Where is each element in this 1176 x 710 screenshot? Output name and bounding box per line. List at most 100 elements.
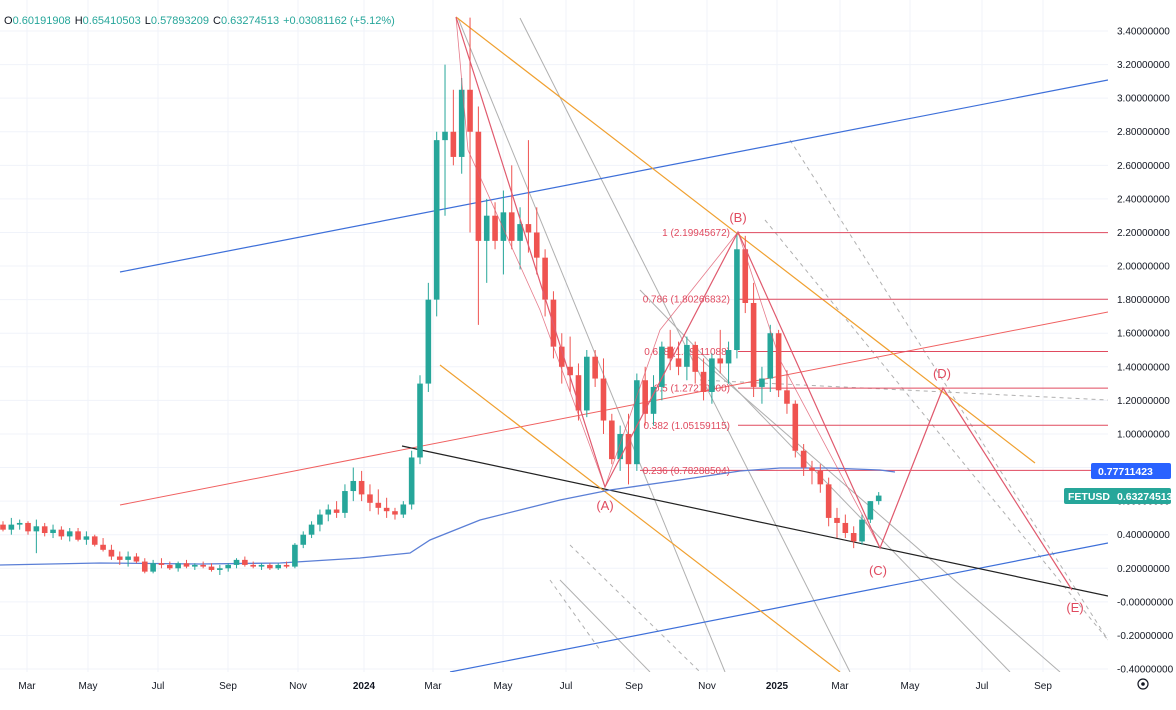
candle-body — [600, 378, 607, 421]
candle-body — [750, 302, 757, 387]
x-tick-label: Mar — [424, 681, 442, 692]
candle — [300, 531, 307, 549]
candle-body — [792, 403, 799, 451]
candle — [192, 563, 198, 570]
candle — [33, 519, 40, 554]
gear-icon-center — [1141, 682, 1145, 686]
candle — [875, 492, 882, 505]
time-axis-bg — [0, 672, 1176, 705]
candle — [225, 563, 231, 572]
candle — [333, 501, 340, 518]
gray-trend-line — [559, 579, 651, 672]
candle-body — [58, 529, 65, 537]
candle-body — [283, 564, 290, 567]
candle-body — [617, 433, 623, 460]
time-axis[interactable]: Mar May Jul Sep Nov 2024 Mar May Jul Sep Nov 2025 Ma… — [18, 681, 1052, 692]
candle-body — [558, 346, 565, 367]
candle-body — [342, 491, 348, 513]
candle — [667, 329, 673, 371]
candle — [108, 544, 115, 560]
wave-label: (D) — [933, 366, 951, 381]
wave-sub-line — [455, 16, 944, 549]
x-tick-label: May — [79, 681, 98, 692]
candle-body — [650, 386, 657, 414]
candle — [258, 563, 265, 570]
candle-body — [83, 536, 90, 540]
candle — [558, 333, 565, 384]
candle — [842, 514, 849, 539]
y-tick-label: 0.40000000 — [1117, 530, 1170, 541]
wave-label: (A) — [596, 498, 613, 513]
wave-label: (C) — [869, 563, 887, 578]
candle-body — [41, 526, 48, 534]
candle — [475, 106, 482, 325]
settings-button[interactable] — [1137, 678, 1149, 690]
candle-body — [200, 564, 206, 567]
y-tick-label: 0.20000000 — [1117, 564, 1170, 575]
fib-level-label: 0.786 (1.80266832) — [643, 295, 730, 306]
x-tick-label: Jul — [560, 681, 573, 692]
candle — [158, 558, 165, 569]
x-tick-label: Mar — [18, 681, 36, 692]
candle — [692, 341, 699, 384]
candle-body — [725, 350, 732, 364]
y-tick-label: -0.00000000 — [1117, 597, 1174, 608]
close-label: C — [213, 15, 221, 27]
candle — [375, 489, 382, 515]
candle-body — [25, 522, 31, 532]
candle-body — [108, 549, 115, 557]
x-tick-label: 2024 — [353, 681, 376, 692]
candle — [308, 521, 315, 539]
candle-body — [475, 131, 482, 241]
ohlc-line: O0.60191908 H0.65410503 L0.57893209 C0.6327… — [4, 15, 395, 27]
candle-body — [375, 502, 382, 508]
candle — [41, 522, 48, 537]
ma-badge-bg — [1091, 463, 1171, 479]
candle-body — [91, 536, 98, 545]
candle — [542, 249, 548, 317]
gray-trend-line — [457, 17, 726, 672]
candle-body — [408, 457, 415, 505]
candle — [717, 329, 724, 374]
candle-body — [16, 522, 23, 525]
candle-body — [575, 375, 582, 411]
candle — [792, 400, 799, 458]
candle-body — [225, 564, 231, 569]
candle — [809, 460, 815, 485]
candle-body — [734, 249, 740, 351]
fib-retracement[interactable]: 1 (2.19945672)0.786 (1.80266832)0.618 (1… — [640, 228, 1108, 477]
candle-body — [508, 212, 515, 241]
y-tick-label: 2.20000000 — [1117, 228, 1170, 239]
candle — [784, 370, 790, 414]
candle-body — [775, 333, 782, 391]
candle — [642, 366, 648, 426]
candle — [0, 521, 6, 532]
high-label: H — [75, 15, 83, 27]
fib-level-label: 0.236 (0.78288504) — [643, 466, 730, 477]
candle-body — [292, 544, 298, 567]
candle — [759, 366, 765, 404]
candle-body — [859, 519, 865, 542]
candle — [8, 517, 15, 535]
candle — [367, 484, 373, 512]
candle — [50, 524, 56, 539]
candle — [200, 561, 206, 569]
candle-body — [492, 215, 498, 241]
y-tick-label: 2.60000000 — [1117, 161, 1170, 172]
candle — [25, 521, 31, 535]
candle — [16, 519, 23, 530]
candle-body — [709, 358, 715, 392]
candle-body — [742, 249, 749, 303]
gear-icon[interactable] — [1137, 678, 1149, 690]
candle-body — [625, 433, 632, 465]
candle — [275, 563, 282, 570]
candle — [508, 165, 515, 250]
y-tick-label: 3.00000000 — [1117, 94, 1170, 105]
candle-body — [250, 564, 256, 567]
candle-body — [392, 511, 398, 515]
y-tick-label: -0.40000000 — [1117, 665, 1174, 676]
wave-pattern[interactable] — [455, 16, 1073, 591]
candle-body — [308, 524, 315, 535]
